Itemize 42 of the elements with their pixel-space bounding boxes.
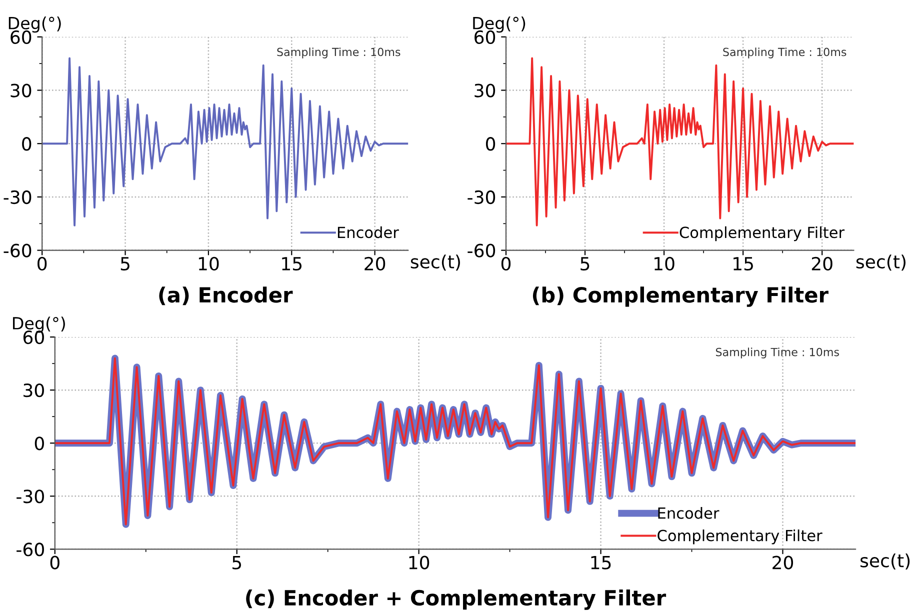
y-tick-label: 60 xyxy=(23,330,44,344)
x-tick-label: 20 xyxy=(772,556,794,570)
y-tick-label: 30 xyxy=(10,84,32,98)
annotation: Sampling Time : 10ms xyxy=(277,48,400,58)
x-tick-label: 5 xyxy=(120,257,130,271)
y-tick-label: 0 xyxy=(22,137,32,151)
legend-label: Complementary Filter xyxy=(658,529,822,544)
y-tick-label: 30 xyxy=(474,84,496,98)
x-tick-label: 15 xyxy=(282,257,302,271)
x-tick-label: 10 xyxy=(198,256,219,271)
y-tick-label: -60 xyxy=(16,542,44,556)
x-tick-label: 0 xyxy=(501,256,511,271)
y-tick-label: -30 xyxy=(468,190,496,204)
legend-label: Encoder xyxy=(338,226,399,238)
x-tick-label: 15 xyxy=(591,556,611,570)
x-tick-label: 10 xyxy=(654,256,674,271)
x-axis-title: sec(t) xyxy=(856,254,906,271)
y-tick-label: -30 xyxy=(4,190,32,204)
x-tick-label: 20 xyxy=(812,256,832,271)
annotation: Sampling Time : 10ms xyxy=(723,48,846,58)
y-axis-title: Deg(°) xyxy=(13,316,65,333)
x-tick-label: 20 xyxy=(364,256,386,271)
x-axis-title: sec(t) xyxy=(860,553,910,570)
y-tick-label: 30 xyxy=(24,384,44,398)
annotation: Sampling Time : 10ms xyxy=(716,348,839,358)
line-series xyxy=(506,57,854,226)
x-tick-label: 5 xyxy=(580,257,590,271)
x-tick-label: 15 xyxy=(734,257,753,271)
legend-label: Complementary Filter xyxy=(680,226,845,242)
x-axis-title: sec(t) xyxy=(410,254,460,271)
y-tick-label: -30 xyxy=(16,490,44,504)
y-tick-label: -60 xyxy=(468,244,496,258)
x-tick-label: 10 xyxy=(409,556,430,570)
y-tick-label: 0 xyxy=(34,436,44,450)
y-tick-label: 0 xyxy=(486,137,496,151)
text: (a) Encoder xyxy=(159,286,293,306)
line-series xyxy=(42,57,408,226)
text: (c) Encoder + Complementary Filter xyxy=(246,590,666,610)
y-tick-label: -60 xyxy=(4,244,32,258)
text: (b) Complementary Filter xyxy=(532,286,828,307)
x-tick-label: 0 xyxy=(50,556,60,570)
x-tick-label: 5 xyxy=(232,556,242,570)
